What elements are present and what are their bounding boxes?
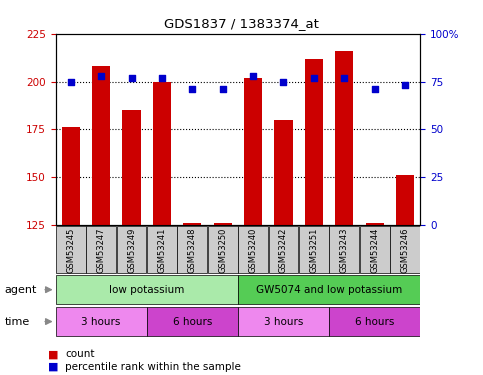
Text: time: time xyxy=(5,316,30,327)
Bar xyxy=(390,226,420,273)
Text: agent: agent xyxy=(5,285,37,295)
Text: GSM53251: GSM53251 xyxy=(309,228,318,273)
Text: GSM53240: GSM53240 xyxy=(249,228,257,273)
Bar xyxy=(329,226,359,273)
Bar xyxy=(92,66,110,225)
Bar xyxy=(122,110,141,225)
Bar xyxy=(62,128,80,225)
Bar xyxy=(274,120,293,225)
Bar xyxy=(56,226,85,273)
Point xyxy=(371,86,379,92)
Bar xyxy=(335,51,354,225)
Text: ■: ■ xyxy=(48,350,59,359)
Bar xyxy=(213,223,232,225)
Text: GSM53241: GSM53241 xyxy=(157,228,167,273)
Point xyxy=(249,73,257,79)
Text: GW5074 and low potassium: GW5074 and low potassium xyxy=(256,285,402,295)
Bar xyxy=(238,307,329,336)
Point xyxy=(401,82,409,88)
Point xyxy=(341,75,348,81)
Text: GSM53247: GSM53247 xyxy=(97,228,106,273)
Text: GSM53250: GSM53250 xyxy=(218,228,227,273)
Bar xyxy=(244,78,262,225)
Text: ■: ■ xyxy=(48,362,59,372)
Text: 3 hours: 3 hours xyxy=(82,316,121,327)
Bar xyxy=(147,307,238,336)
Point xyxy=(67,79,74,85)
Bar xyxy=(56,275,238,304)
Bar xyxy=(305,58,323,225)
Point xyxy=(280,79,287,85)
Text: GSM53249: GSM53249 xyxy=(127,228,136,273)
Point xyxy=(310,75,318,81)
Text: GSM53245: GSM53245 xyxy=(66,228,75,273)
Bar xyxy=(147,226,177,273)
Bar xyxy=(153,82,171,225)
Bar xyxy=(329,307,420,336)
Text: low potassium: low potassium xyxy=(109,285,185,295)
Bar xyxy=(360,226,389,273)
Text: GSM53243: GSM53243 xyxy=(340,228,349,273)
Text: GSM53246: GSM53246 xyxy=(400,228,410,273)
Point xyxy=(188,86,196,92)
Bar xyxy=(177,226,207,273)
Text: percentile rank within the sample: percentile rank within the sample xyxy=(65,362,241,372)
Bar xyxy=(183,223,201,225)
Bar xyxy=(299,226,329,273)
Point xyxy=(219,86,227,92)
Text: 6 hours: 6 hours xyxy=(172,316,212,327)
Text: GSM53248: GSM53248 xyxy=(188,228,197,273)
Point xyxy=(128,75,135,81)
Bar xyxy=(116,226,146,273)
Text: GSM53242: GSM53242 xyxy=(279,228,288,273)
Bar xyxy=(208,226,238,273)
Point xyxy=(158,75,166,81)
Point xyxy=(97,73,105,79)
Text: 6 hours: 6 hours xyxy=(355,316,394,327)
Text: GDS1837 / 1383374_at: GDS1837 / 1383374_at xyxy=(164,17,319,30)
Bar xyxy=(238,275,420,304)
Text: 3 hours: 3 hours xyxy=(264,316,303,327)
Bar xyxy=(86,226,116,273)
Bar xyxy=(396,175,414,225)
Bar xyxy=(269,226,298,273)
Text: count: count xyxy=(65,350,95,359)
Text: GSM53244: GSM53244 xyxy=(370,228,379,273)
Bar xyxy=(238,226,268,273)
Bar xyxy=(56,307,147,336)
Bar xyxy=(366,223,384,225)
